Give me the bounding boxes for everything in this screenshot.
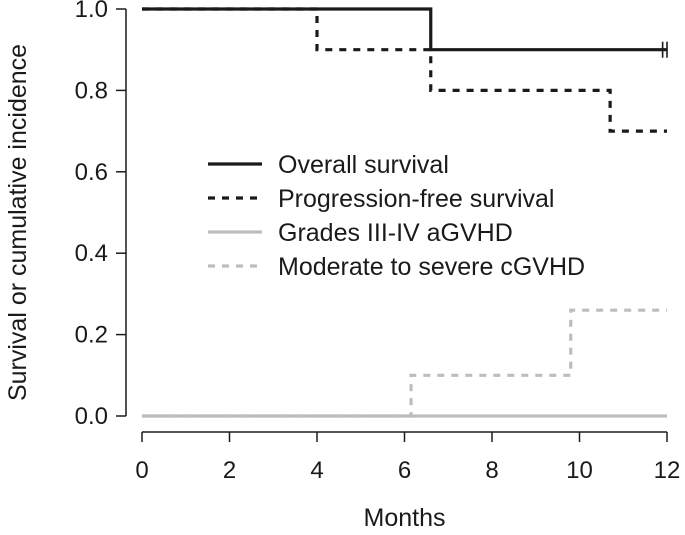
- legend: Overall survival Progression-free surviva…: [208, 151, 585, 281]
- y-tick-label: 0.0: [75, 403, 108, 430]
- series-line-overall-survival: [142, 7, 667, 52]
- y-axis-title: Survival or cumulative incidence: [4, 44, 32, 401]
- axes: 0 2 4 6 8 10 12 0.0 0.2 0.4 0.6 0.8 1.0: [75, 0, 681, 484]
- y-tick-label: 0.2: [75, 322, 108, 349]
- legend-label: Grades III-IV aGVHD: [278, 219, 513, 247]
- legend-label: Overall survival: [278, 151, 449, 179]
- y-tick-label: 0.4: [75, 240, 108, 267]
- x-tick-label: 10: [566, 457, 593, 484]
- y-tick-label: 0.6: [75, 159, 108, 186]
- x-tick-label: 6: [398, 457, 411, 484]
- legend-label: Progression-free survival: [278, 185, 555, 213]
- x-tick-label: 8: [485, 457, 498, 484]
- x-tick-label: 2: [223, 457, 236, 484]
- series-layer: [142, 7, 668, 418]
- x-tick-label: 0: [135, 457, 148, 484]
- x-axis-ticks: 0 2 4 6 8 10 12: [135, 432, 680, 484]
- x-tick-label: 4: [310, 457, 323, 484]
- x-axis-title: Months: [364, 504, 446, 532]
- y-axis-ticks: 0.0 0.2 0.4 0.6 0.8 1.0: [75, 0, 126, 430]
- series-line-progression-free-survival: [142, 7, 667, 133]
- y-tick-label: 0.8: [75, 77, 108, 104]
- y-tick-label: 1.0: [75, 0, 108, 23]
- legend-label: Moderate to severe cGVHD: [278, 253, 585, 281]
- series-line-moderate-to-severe-cgvhd: [142, 308, 667, 418]
- x-tick-label: 12: [654, 457, 681, 484]
